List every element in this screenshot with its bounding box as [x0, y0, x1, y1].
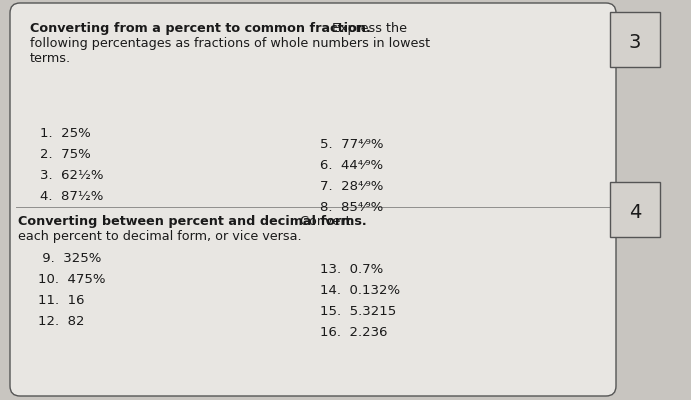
Text: 12.  82: 12. 82 — [38, 315, 84, 328]
Text: 11.  16: 11. 16 — [38, 294, 84, 307]
Text: following percentages as fractions of whole numbers in lowest: following percentages as fractions of wh… — [30, 37, 430, 50]
Text: 16.  2.236: 16. 2.236 — [320, 326, 388, 339]
Text: terms.: terms. — [30, 52, 71, 65]
Text: 14.  0.132%: 14. 0.132% — [320, 284, 400, 297]
Text: 7.  28⁴⁄⁹%: 7. 28⁴⁄⁹% — [320, 180, 384, 193]
Text: 5.  77⁴⁄⁹%: 5. 77⁴⁄⁹% — [320, 138, 384, 151]
Text: Converting between percent and decimal forms.: Converting between percent and decimal f… — [18, 215, 367, 228]
FancyBboxPatch shape — [10, 3, 616, 396]
Text: 13.  0.7%: 13. 0.7% — [320, 263, 384, 276]
Text: 9.  325%: 9. 325% — [38, 252, 102, 265]
Text: 3: 3 — [629, 33, 641, 52]
FancyBboxPatch shape — [610, 12, 660, 67]
Text: Express the: Express the — [328, 22, 407, 35]
Text: 4: 4 — [629, 203, 641, 222]
FancyBboxPatch shape — [610, 182, 660, 237]
Text: Converting from a percent to common fraction.: Converting from a percent to common frac… — [30, 22, 371, 35]
Text: 1.  25%: 1. 25% — [40, 127, 91, 140]
Text: Convert: Convert — [296, 215, 350, 228]
Text: 4.  87½%: 4. 87½% — [40, 190, 104, 203]
Text: 10.  475%: 10. 475% — [38, 273, 106, 286]
Text: 3.  62½%: 3. 62½% — [40, 169, 104, 182]
Text: each percent to decimal form, or vice versa.: each percent to decimal form, or vice ve… — [18, 230, 302, 243]
Text: 15.  5.3215: 15. 5.3215 — [320, 305, 396, 318]
Text: 2.  75%: 2. 75% — [40, 148, 91, 161]
Text: 8.  85⁴⁄⁹%: 8. 85⁴⁄⁹% — [320, 201, 384, 214]
Text: 6.  44⁴⁄⁹%: 6. 44⁴⁄⁹% — [320, 159, 383, 172]
